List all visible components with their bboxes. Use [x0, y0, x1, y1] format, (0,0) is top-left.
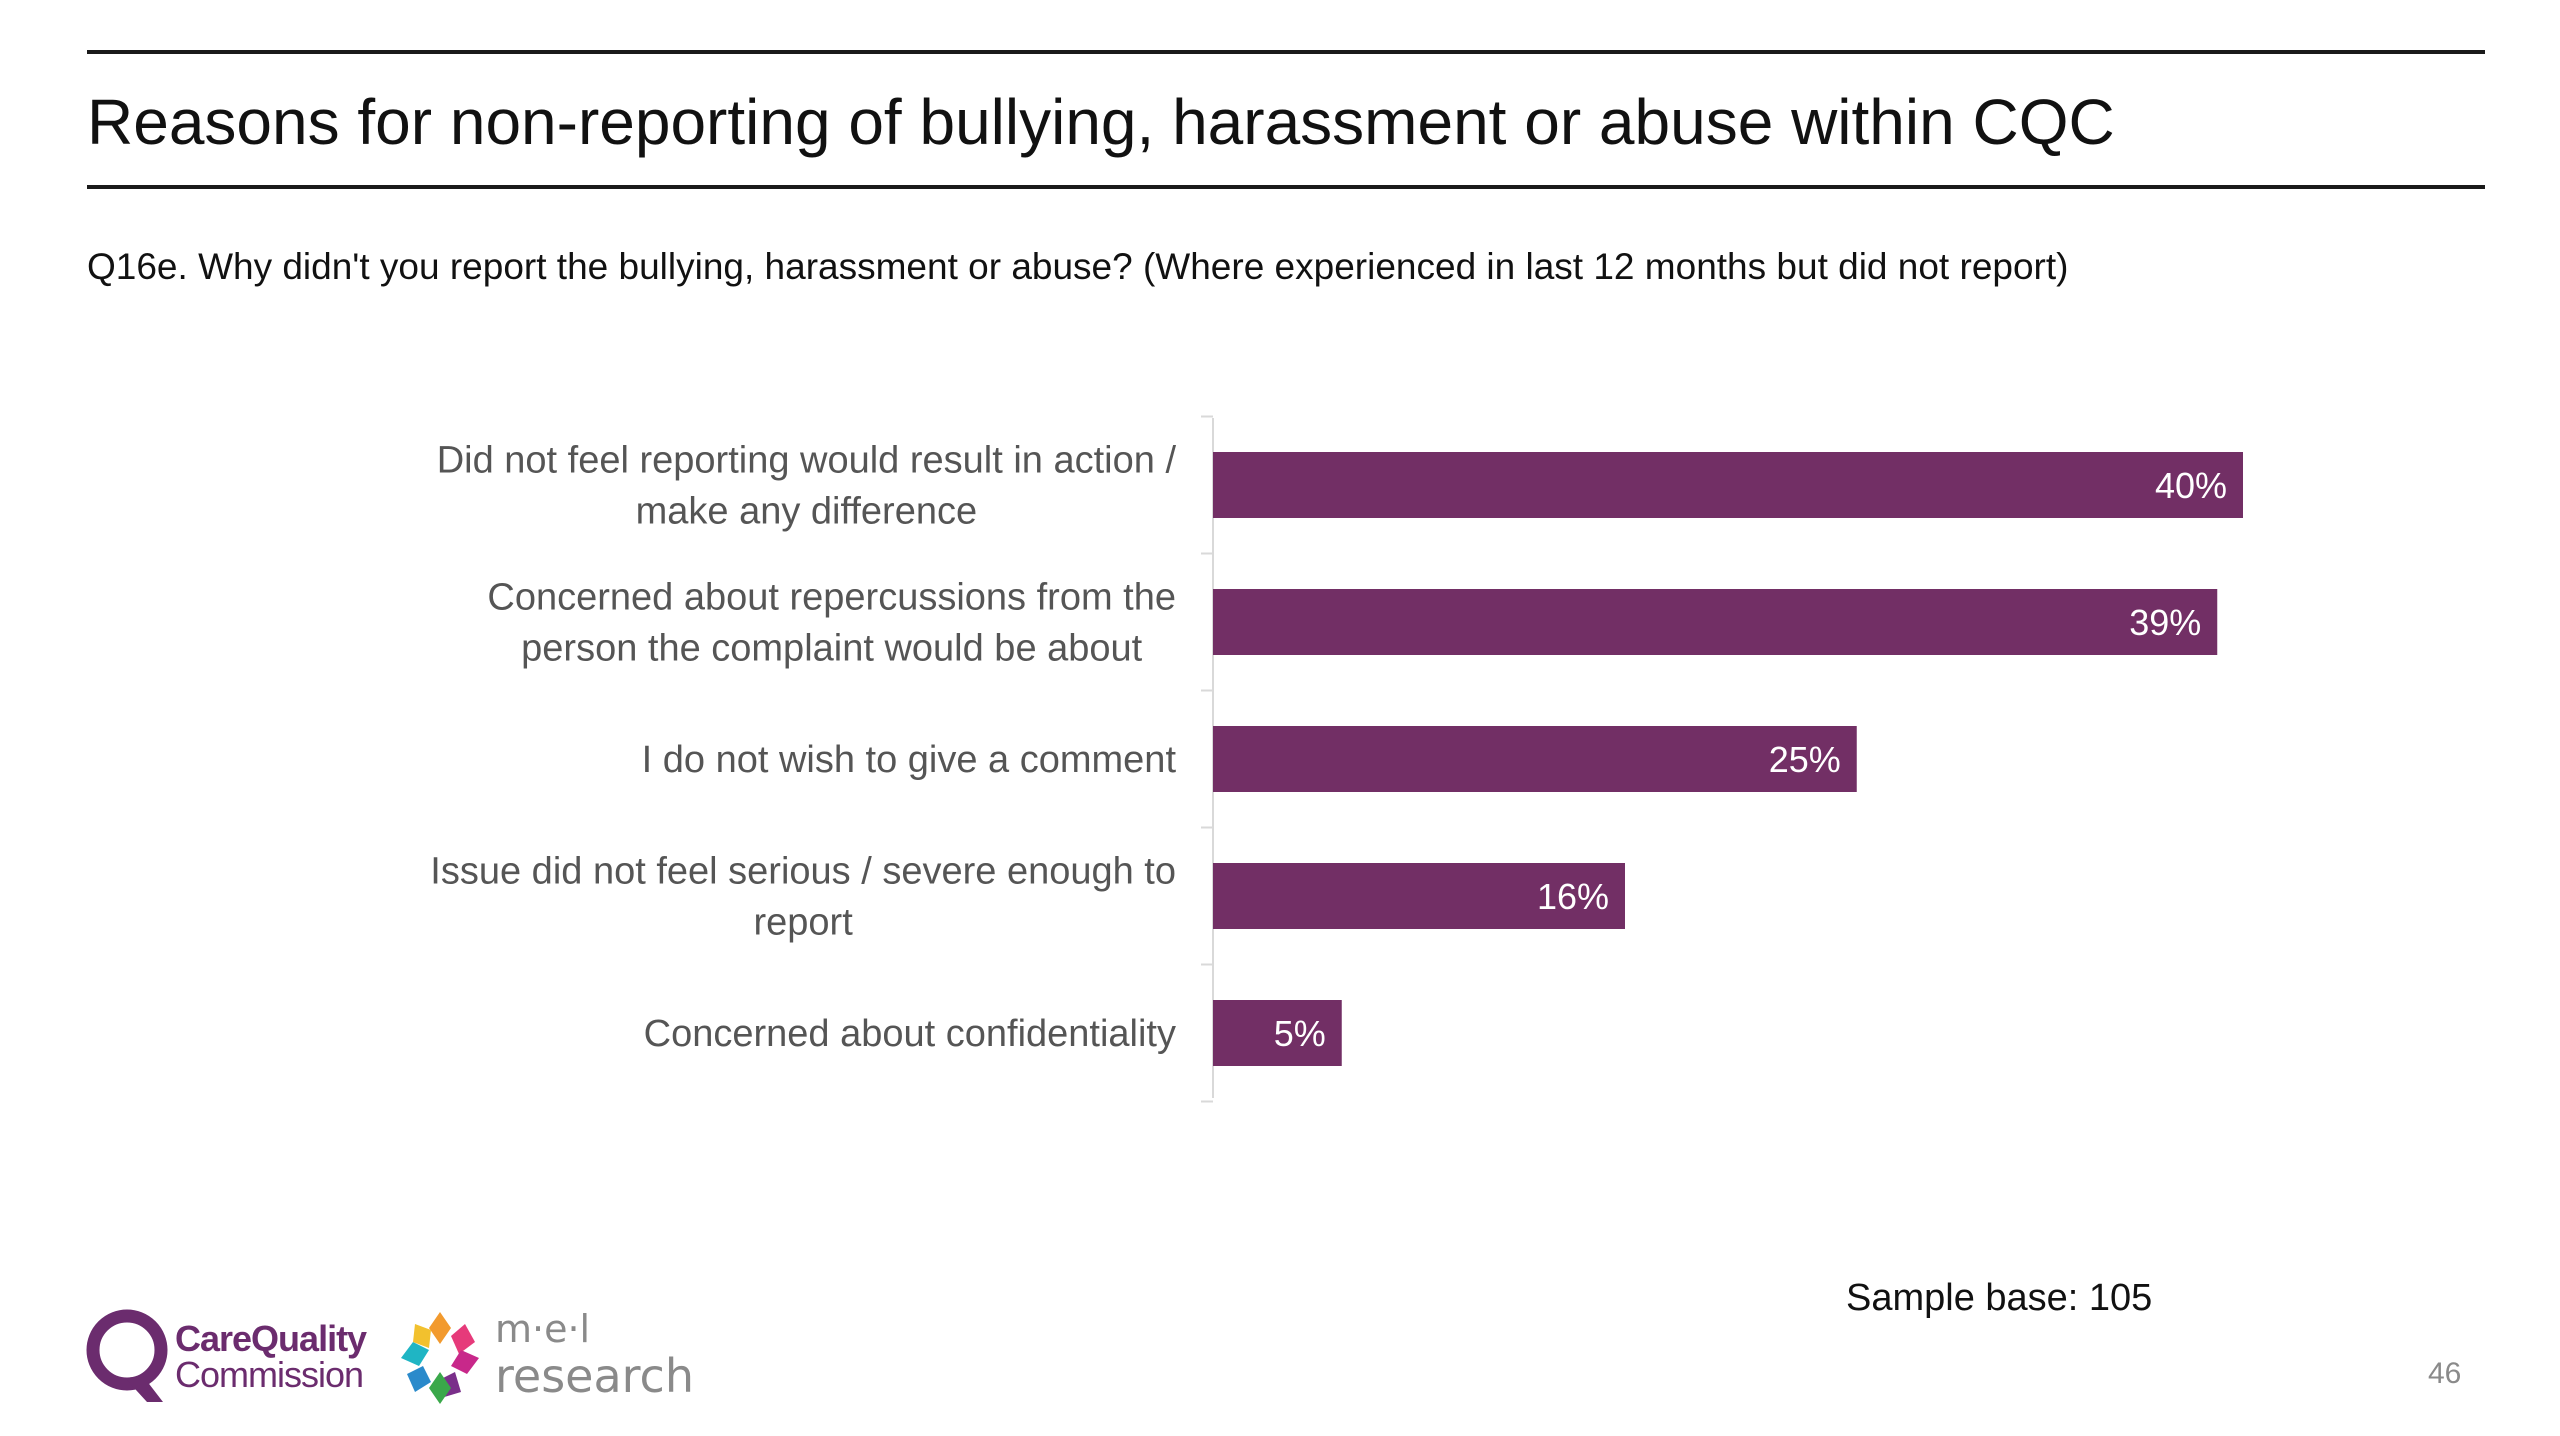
category-label: Issue did not feel serious / severe enou… [430, 851, 1176, 893]
bar [1213, 452, 2243, 518]
category-label: I do not wish to give a comment [642, 739, 1177, 781]
bar-value-label: 16% [1537, 876, 1609, 917]
title-top-rule [87, 50, 2485, 54]
cqc-q-icon [86, 1309, 168, 1402]
mel-research-logo: m·e·l research [395, 1306, 695, 1416]
category-label: Did not feel reporting would result in a… [437, 440, 1177, 482]
bar-chart: 40% Did not feel reporting would result i… [430, 415, 2243, 1103]
bar-value-label: 5% [1274, 1013, 1326, 1054]
cqc-logo-line1: CareQuality [175, 1318, 367, 1359]
bar [1213, 863, 1625, 929]
bar-value-label: 39% [2129, 602, 2201, 643]
question-subtitle: Q16e. Why didn't you report the bullying… [87, 246, 2069, 287]
bar-value-label: 40% [2155, 465, 2227, 506]
category-label: Concerned about confidentiality [644, 1013, 1176, 1055]
mel-logo-line2: research [495, 1349, 695, 1403]
category-label: report [754, 902, 854, 944]
cqc-logo: CareQuality Commission [85, 1306, 385, 1416]
cqc-logo-line2: Commission [175, 1354, 364, 1395]
bar [1213, 726, 1857, 792]
mel-logo-line1: m·e·l [495, 1307, 591, 1351]
bar [1213, 589, 2218, 655]
title-bottom-rule [87, 185, 2485, 189]
bar-value-label: 25% [1769, 739, 1841, 780]
bar [1213, 1000, 1342, 1066]
category-label: Concerned about repercussions from the [487, 577, 1176, 619]
page-number: 46 [2428, 1357, 2462, 1390]
page-title: Reasons for non-reporting of bullying, h… [87, 86, 2115, 158]
category-label: make any difference [636, 491, 978, 533]
sample-base-text: Sample base: 105 [1846, 1277, 2153, 1319]
category-label: person the complaint would be about [521, 628, 1143, 670]
mel-flower-icon [401, 1312, 479, 1404]
